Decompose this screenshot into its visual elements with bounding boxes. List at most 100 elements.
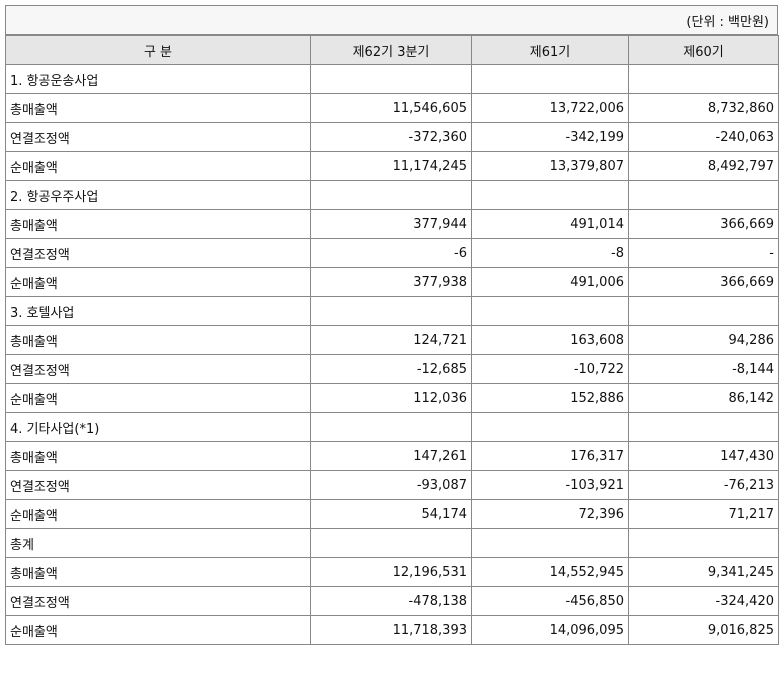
table-row: 연결조정액 -6 -8- (5, 238, 779, 268)
section-title: 3. 호텔사업 (5, 296, 311, 326)
value-cell: -8 (471, 238, 629, 268)
empty-cell (471, 180, 629, 210)
header-period-61: 제61기 (471, 35, 629, 65)
value-cell: 94,286 (628, 325, 779, 355)
table-row: 순매출액 11,174,245 13,379,807 8,492,797 (5, 151, 779, 181)
empty-cell (310, 528, 472, 558)
section-row: 2. 항공우주사업 (5, 180, 779, 210)
table-body: 1. 항공운송사업 총매출액 11,546,605 13,722,006 8,732,8… (5, 64, 779, 645)
value-cell: 112,036 (310, 383, 472, 413)
value-cell: 147,261 (310, 441, 472, 471)
empty-cell (628, 412, 779, 442)
value-cell: -10,722 (471, 354, 629, 384)
section-title: 2. 항공우주사업 (5, 180, 311, 210)
value-cell: -342,199 (471, 122, 629, 152)
sales-table: 구 분 제62기 3분기 제61기 제60기 1. 항공운송사업 총매출액 11,5… (5, 35, 779, 645)
row-label: 순매출액 (5, 499, 311, 529)
row-label: 총매출액 (5, 325, 311, 355)
value-cell: 12,196,531 (310, 557, 472, 587)
row-label: 순매출액 (5, 615, 311, 645)
sales-table-container: (단위 : 백만원) 구 분 제62기 3분기 제61기 제60기 1. 항공운… (5, 5, 779, 645)
value-cell: -456,850 (471, 586, 629, 616)
table-row: 총매출액 11,546,605 13,722,006 8,732,860 (5, 93, 779, 123)
row-label: 총매출액 (5, 209, 311, 239)
value-cell: -12,685 (310, 354, 472, 384)
table-row: 연결조정액 -12,685 -10,722 -8,144 (5, 354, 779, 384)
row-label: 연결조정액 (5, 238, 311, 268)
value-cell: -324,420 (628, 586, 779, 616)
value-cell: 366,669 (628, 267, 779, 297)
value-cell: 11,546,605 (310, 93, 472, 123)
value-cell: 491,014 (471, 209, 629, 239)
value-cell: -6 (310, 238, 472, 268)
value-cell: -103,921 (471, 470, 629, 500)
table-row: 순매출액 54,174 72,396 71,217 (5, 499, 779, 529)
empty-cell (471, 296, 629, 326)
header-period-60: 제60기 (628, 35, 779, 65)
row-label: 연결조정액 (5, 122, 311, 152)
row-label: 총매출액 (5, 441, 311, 471)
table-row: 총매출액 377,944 491,014 366,669 (5, 209, 779, 239)
value-cell: 11,718,393 (310, 615, 472, 645)
section-title: 총계 (5, 528, 311, 558)
value-cell: 9,341,245 (628, 557, 779, 587)
value-cell: 8,732,860 (628, 93, 779, 123)
table-row: 연결조정액 -93,087 -103,921 -76,213 (5, 470, 779, 500)
value-cell: 13,722,006 (471, 93, 629, 123)
section-row: 1. 항공운송사업 (5, 64, 779, 94)
empty-cell (471, 64, 629, 94)
value-cell: 377,938 (310, 267, 472, 297)
value-cell: 54,174 (310, 499, 472, 529)
value-cell: 71,217 (628, 499, 779, 529)
unit-note: (단위 : 백만원) (686, 14, 769, 30)
value-cell: -240,063 (628, 122, 779, 152)
value-cell: 72,396 (471, 499, 629, 529)
table-row: 총매출액 124,721 163,608 94,286 (5, 325, 779, 355)
table-row: 총매출액 12,196,531 14,552,945 9,341,245 (5, 557, 779, 587)
value-cell: -93,087 (310, 470, 472, 500)
value-cell: 491,006 (471, 267, 629, 297)
value-cell: 163,608 (471, 325, 629, 355)
empty-cell (310, 412, 472, 442)
value-cell: -478,138 (310, 586, 472, 616)
value-cell: -372,360 (310, 122, 472, 152)
header-row: 구 분 제62기 3분기 제61기 제60기 (5, 35, 779, 65)
row-label: 순매출액 (5, 267, 311, 297)
empty-cell (471, 528, 629, 558)
empty-cell (628, 180, 779, 210)
table-row: 순매출액 112,036 152,886 86,142 (5, 383, 779, 413)
empty-cell (310, 296, 472, 326)
row-label: 총매출액 (5, 557, 311, 587)
value-cell: 366,669 (628, 209, 779, 239)
section-title: 4. 기타사업(*1) (5, 412, 311, 442)
unit-note-row: (단위 : 백만원) (5, 5, 778, 35)
empty-cell (471, 412, 629, 442)
value-cell: 14,552,945 (471, 557, 629, 587)
table-row: 순매출액 11,718,393 14,096,095 9,016,825 (5, 615, 779, 645)
empty-cell (310, 64, 472, 94)
value-cell: 13,379,807 (471, 151, 629, 181)
empty-cell (628, 528, 779, 558)
row-label: 총매출액 (5, 93, 311, 123)
value-cell: 11,174,245 (310, 151, 472, 181)
value-cell: 147,430 (628, 441, 779, 471)
value-cell: 124,721 (310, 325, 472, 355)
row-label: 순매출액 (5, 151, 311, 181)
empty-cell (310, 180, 472, 210)
value-cell: -8,144 (628, 354, 779, 384)
value-cell: - (628, 238, 779, 268)
table-row: 연결조정액 -478,138 -456,850 -324,420 (5, 586, 779, 616)
header-category: 구 분 (5, 35, 311, 65)
table-row: 연결조정액 -372,360 -342,199 -240,063 (5, 122, 779, 152)
row-label: 연결조정액 (5, 470, 311, 500)
empty-cell (628, 64, 779, 94)
header-period-62q3: 제62기 3분기 (310, 35, 472, 65)
value-cell: 86,142 (628, 383, 779, 413)
empty-cell (628, 296, 779, 326)
row-label: 순매출액 (5, 383, 311, 413)
section-row: 4. 기타사업(*1) (5, 412, 779, 442)
section-title: 1. 항공운송사업 (5, 64, 311, 94)
row-label: 연결조정액 (5, 354, 311, 384)
value-cell: 9,016,825 (628, 615, 779, 645)
table-row: 총매출액 147,261 176,317 147,430 (5, 441, 779, 471)
